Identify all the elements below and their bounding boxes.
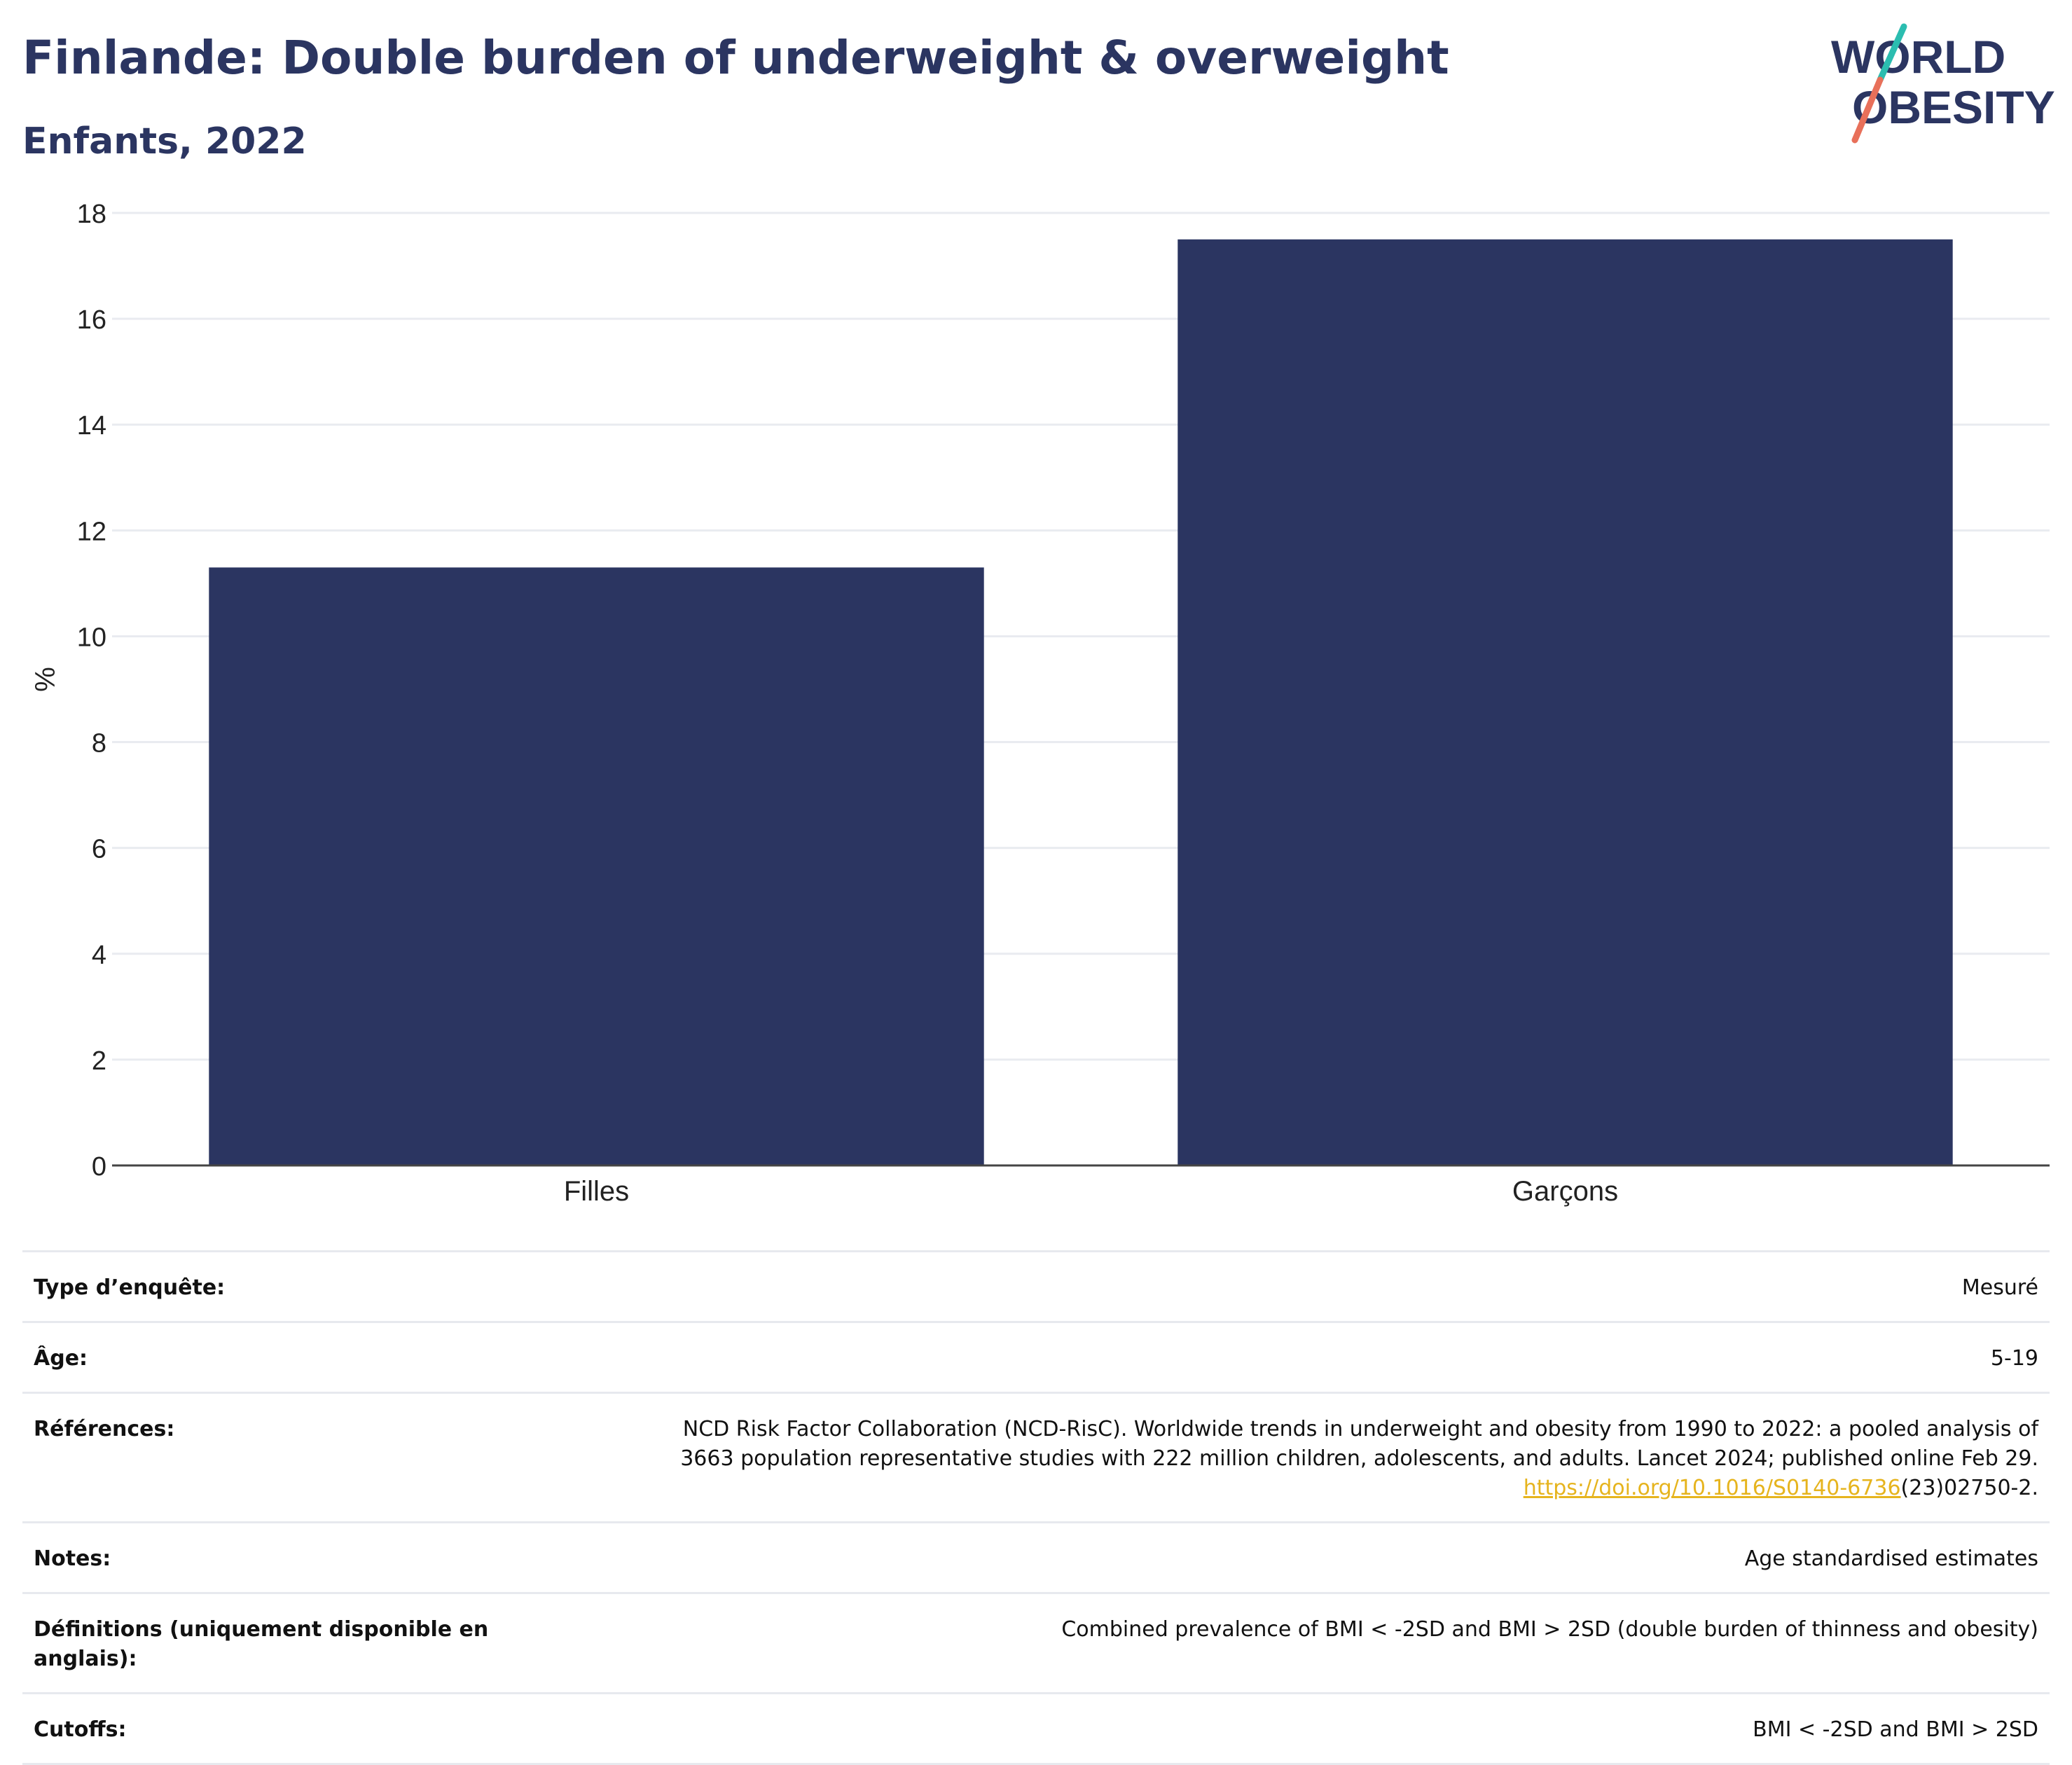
y-tick-label: 4 xyxy=(92,941,106,970)
y-tick-label: 10 xyxy=(77,623,106,652)
info-row-survey: Type d’enquête: Mesuré xyxy=(22,1250,2050,1323)
doi-link[interactable]: https://doi.org/10.1016/S0140-6736 xyxy=(1523,1476,1901,1500)
y-tick-label: 16 xyxy=(77,305,106,335)
references-value: NCD Risk Factor Collaboration (NCD-RisC)… xyxy=(507,1392,2050,1523)
bars xyxy=(209,239,1953,1165)
world-obesity-logo: WORLD OBESITY xyxy=(1831,23,2055,144)
definitions-value: Combined prevalence of BMI < -2SD and BM… xyxy=(507,1592,2050,1694)
bar-gar-ons[interactable] xyxy=(1177,239,1953,1165)
survey-value: Mesuré xyxy=(507,1250,2050,1323)
bar-filles[interactable] xyxy=(209,567,984,1165)
y-tick-label: 2 xyxy=(92,1046,106,1076)
notes-label: Notes: xyxy=(22,1521,507,1594)
bar-chart: 0 2 4 6 8 10 12 14 16 18 Filles Garçons % xyxy=(30,200,2050,1207)
y-tick-label: 8 xyxy=(92,729,106,759)
chart-subtitle: Enfants, 2022 xyxy=(22,120,307,162)
info-row-cutoffs: Cutoffs: BMI < -2SD and BMI > 2SD xyxy=(22,1692,2050,1765)
age-label: Âge: xyxy=(22,1321,507,1394)
references-text-1: NCD Risk Factor Collaboration (NCD-RisC)… xyxy=(682,1417,2038,1441)
chart-title: Finlande: Double burden of underweight &… xyxy=(22,31,1449,85)
cutoffs-label: Cutoffs: xyxy=(22,1692,507,1765)
x-tick-label: Garçons xyxy=(1512,1176,1618,1207)
references-text-2: 3663 population representative studies w… xyxy=(680,1446,2038,1471)
logo-word-obesity: OBESITY xyxy=(1852,81,2055,133)
y-tick-label: 6 xyxy=(92,835,106,864)
axes: 0 2 4 6 8 10 12 14 16 18 Filles Garçons xyxy=(77,200,2050,1207)
y-tick-label: 0 xyxy=(92,1152,106,1182)
logo-slash-coral xyxy=(1851,76,1884,144)
notes-value: Age standardised estimates xyxy=(507,1521,2050,1594)
y-tick-label: 12 xyxy=(77,517,106,546)
info-row-definitions: Définitions (uniquement disponible en an… xyxy=(22,1592,2050,1694)
definitions-label: Définitions (uniquement disponible en an… xyxy=(22,1592,507,1694)
doi-link-tail: (23)02750-2. xyxy=(1900,1476,2038,1500)
y-tick-label: 14 xyxy=(77,411,106,441)
x-tick-label: Filles xyxy=(564,1176,629,1207)
cutoffs-value: BMI < -2SD and BMI > 2SD xyxy=(507,1692,2050,1765)
y-axis-title: % xyxy=(30,667,61,692)
info-table: Type d’enquête: Mesuré Âge: 5-19 Référen… xyxy=(22,1250,2050,1765)
info-row-references: Références: NCD Risk Factor Collaboratio… xyxy=(22,1392,2050,1523)
info-row-notes: Notes: Age standardised estimates xyxy=(22,1521,2050,1594)
survey-label: Type d’enquête: xyxy=(22,1250,507,1323)
logo-word-world: WORLD xyxy=(1831,31,2005,83)
info-row-age: Âge: 5-19 xyxy=(22,1321,2050,1394)
logo-slash-teal xyxy=(1877,23,1907,83)
y-tick-label: 18 xyxy=(77,200,106,229)
age-value: 5-19 xyxy=(507,1321,2050,1394)
references-label: Références: xyxy=(22,1392,507,1523)
